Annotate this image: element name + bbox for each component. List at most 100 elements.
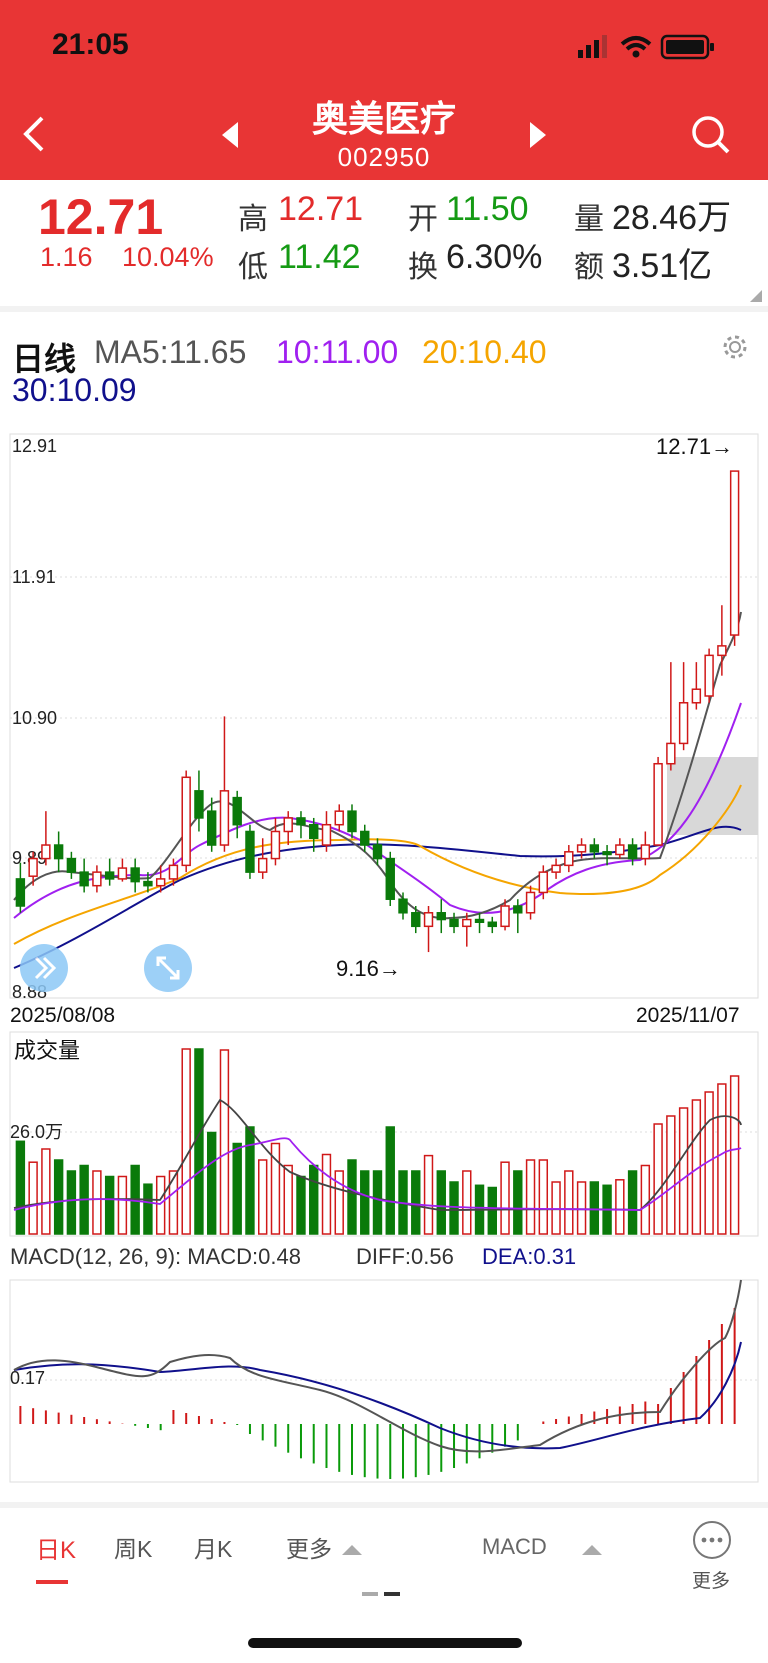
candle-body: [53, 844, 64, 860]
volume-bar: [15, 1140, 26, 1235]
candle-body: [206, 810, 217, 846]
max-price-marker: 12.71→: [656, 434, 733, 459]
candle-body: [79, 871, 89, 887]
high-value: 12.71: [278, 190, 364, 228]
volume-bar: [258, 1159, 268, 1235]
candle-body: [117, 867, 128, 880]
scroll-left-button[interactable]: [20, 944, 68, 992]
candle-body: [283, 817, 293, 833]
volume-bar: [385, 1126, 395, 1235]
low-label: 低: [238, 251, 268, 284]
volume-bar: [360, 1170, 370, 1235]
volume-bar: [513, 1170, 523, 1235]
volume-bar: [321, 1153, 332, 1235]
candle-body: [372, 844, 383, 860]
start-date: 2025/08/08: [10, 1004, 115, 1027]
tab-week-k[interactable]: 周K: [114, 1536, 153, 1562]
volume-bar: [538, 1159, 549, 1235]
volume-bar: [194, 1048, 204, 1235]
turnover-label: 换: [408, 251, 438, 284]
volume-bar: [245, 1126, 255, 1235]
volume-bar: [334, 1170, 344, 1235]
candle-body: [347, 810, 357, 833]
volume-bar: [155, 1175, 166, 1235]
candle-body: [474, 918, 485, 924]
volume-label: 量: [574, 203, 604, 236]
volume-value: 28.46万: [612, 199, 732, 237]
candle-body: [296, 817, 306, 826]
candle-body: [551, 864, 561, 873]
volume-bar: [283, 1164, 293, 1235]
search-icon[interactable]: [690, 114, 732, 156]
candle-body: [104, 871, 115, 880]
period-label: 日线: [12, 341, 77, 377]
candle-body: [41, 844, 51, 860]
expand-corner-icon[interactable]: [750, 290, 762, 302]
candle-body: [155, 878, 166, 887]
ma10-value: 10:11.00: [276, 334, 399, 370]
prev-stock-icon[interactable]: [218, 120, 242, 150]
indicator-selector[interactable]: MACD: [482, 1534, 547, 1559]
high-label: 高: [238, 203, 268, 236]
volume-bar: [500, 1161, 510, 1235]
end-date: 2025/11/07: [636, 1004, 740, 1027]
volume-bar: [525, 1159, 536, 1235]
caret-up-icon[interactable]: [582, 1543, 602, 1555]
volume-bar: [462, 1170, 472, 1235]
min-price-marker: 9.16→: [336, 956, 401, 981]
turnover-value: 6.30%: [446, 238, 543, 276]
candle-body: [602, 851, 612, 856]
fullscreen-button[interactable]: [144, 944, 192, 992]
candle-body: [627, 844, 638, 860]
volume-bar: [423, 1154, 434, 1235]
candle-body: [66, 857, 77, 873]
more-label[interactable]: 更多: [692, 1571, 731, 1592]
back-icon[interactable]: [18, 114, 48, 154]
candle-body: [564, 851, 574, 867]
candle-body: [678, 702, 689, 745]
volume-bar: [28, 1161, 38, 1235]
tab-day-k[interactable]: 日K: [36, 1537, 77, 1564]
tab-more-periods[interactable]: 更多: [286, 1536, 332, 1562]
volume-bar: [627, 1170, 638, 1235]
candle-body: [704, 654, 714, 697]
tab-month-k[interactable]: 月K: [194, 1536, 233, 1562]
candle-body: [666, 742, 676, 765]
more-icon[interactable]: [692, 1520, 732, 1560]
next-stock-icon[interactable]: [526, 120, 550, 150]
volume-bar: [640, 1164, 651, 1235]
candle-body: [334, 810, 344, 826]
ma10-line: [13, 702, 742, 919]
app-header: 21:05 奥美医疗 002950: [0, 0, 768, 180]
home-indicator: [248, 1638, 522, 1648]
volume-bar: [181, 1048, 191, 1235]
macd-diff-line: [13, 1279, 742, 1453]
last-price: 12.71: [38, 189, 164, 245]
candle-body: [640, 844, 651, 860]
volume-title: 成交量: [14, 1039, 80, 1064]
volume-bar: [551, 1181, 561, 1235]
candle-body: [411, 912, 421, 928]
volume-bar: [372, 1170, 383, 1235]
macd-level-label: 0.17: [10, 1368, 45, 1388]
volume-bar: [347, 1159, 357, 1235]
candle-body: [525, 891, 536, 914]
ma30-value: 30:10.09: [12, 372, 137, 408]
chart-panel: 日线 MA5:11.65 10:11.00 20:10.40 30:10.09 …: [0, 312, 768, 1502]
candle-body: [462, 918, 472, 928]
stock-code: 002950: [337, 142, 431, 172]
volume-bar: [168, 1170, 179, 1235]
candle-body: [423, 912, 434, 928]
kline-chart[interactable]: 12.91 11.91 10.90 9.89 8.88 12.71→ 9.16→…: [0, 312, 768, 1502]
price-axis-label: 10.90: [12, 708, 57, 728]
candle-body: [449, 918, 459, 928]
candle-body: [309, 823, 319, 840]
quote-panel: 12.71 1.16 10.04% 高 12.71 低 11.42 开 11.5…: [0, 180, 768, 306]
volume-bar: [653, 1123, 663, 1235]
volume-bar: [717, 1083, 727, 1235]
settings-gear-icon[interactable]: [722, 334, 748, 360]
caret-up-icon[interactable]: [342, 1543, 362, 1555]
volume-bar: [576, 1181, 587, 1235]
candle-body: [245, 830, 255, 873]
ma5-value: MA5:11.65: [94, 334, 247, 370]
